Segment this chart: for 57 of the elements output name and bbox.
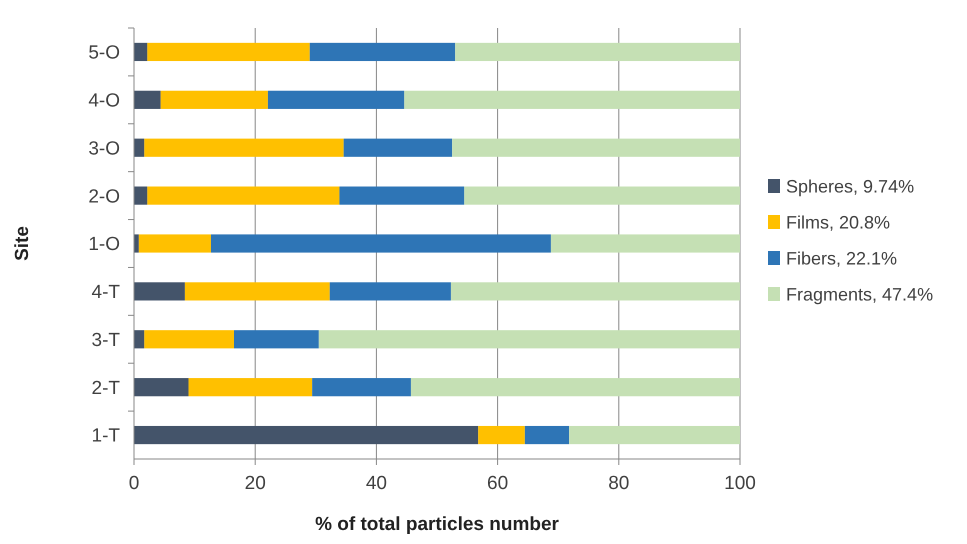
bar	[455, 42, 740, 62]
x-tick-label: 80	[608, 473, 630, 494]
x-tick-label: 0	[128, 473, 140, 494]
y-tick-label: 4-T	[92, 282, 120, 304]
legend-label: Fragments, 47.4%	[786, 284, 934, 304]
bar	[134, 90, 161, 109]
bar	[134, 138, 144, 157]
bar	[134, 234, 139, 253]
bar	[134, 186, 148, 205]
bar	[144, 138, 344, 157]
x-axis-title: % of total particles number	[315, 514, 560, 535]
bar	[310, 42, 456, 62]
bar	[524, 426, 570, 444]
bar	[188, 378, 312, 396]
bar	[138, 234, 211, 253]
bar	[134, 378, 189, 396]
bar	[144, 330, 234, 348]
bar	[339, 186, 464, 205]
x-tick-label: 40	[366, 473, 387, 494]
bar	[569, 426, 740, 444]
y-tick-label: 2-O	[88, 186, 120, 208]
bar	[318, 330, 740, 348]
y-axis-title: Site	[12, 226, 33, 261]
bar	[134, 42, 148, 62]
legend-label: Spheres, 9.74%	[786, 176, 914, 196]
bar	[330, 282, 451, 300]
x-tick-label: 100	[724, 473, 756, 494]
bar	[550, 234, 740, 253]
legend-label: Films, 20.8%	[786, 212, 890, 232]
bar	[344, 138, 452, 157]
bar	[452, 138, 740, 157]
bar	[184, 282, 330, 300]
y-tick-label: 4-O	[88, 90, 120, 112]
bar	[312, 378, 411, 396]
y-tick-label: 3-T	[92, 330, 120, 351]
bar	[478, 426, 525, 444]
y-tick-label: 5-O	[88, 42, 120, 64]
bar	[134, 426, 478, 444]
y-tick-label: 1-O	[88, 234, 120, 256]
x-tick-label: 20	[244, 473, 266, 494]
bar	[147, 42, 310, 62]
bar	[134, 330, 144, 348]
bar	[450, 282, 740, 300]
bar	[464, 186, 740, 205]
bar	[134, 282, 185, 300]
bar	[210, 234, 551, 253]
bar	[234, 330, 319, 348]
y-tick-label: 1-T	[92, 426, 120, 447]
y-tick-label: 2-T	[92, 378, 120, 399]
bar	[147, 186, 340, 205]
x-tick-label: 60	[487, 473, 508, 494]
bar	[410, 378, 740, 396]
legend-label: Fibers, 22.1%	[786, 248, 898, 268]
bar	[160, 90, 268, 109]
y-tick-label: 3-O	[88, 138, 120, 160]
bar	[268, 90, 404, 109]
bar	[404, 90, 740, 109]
